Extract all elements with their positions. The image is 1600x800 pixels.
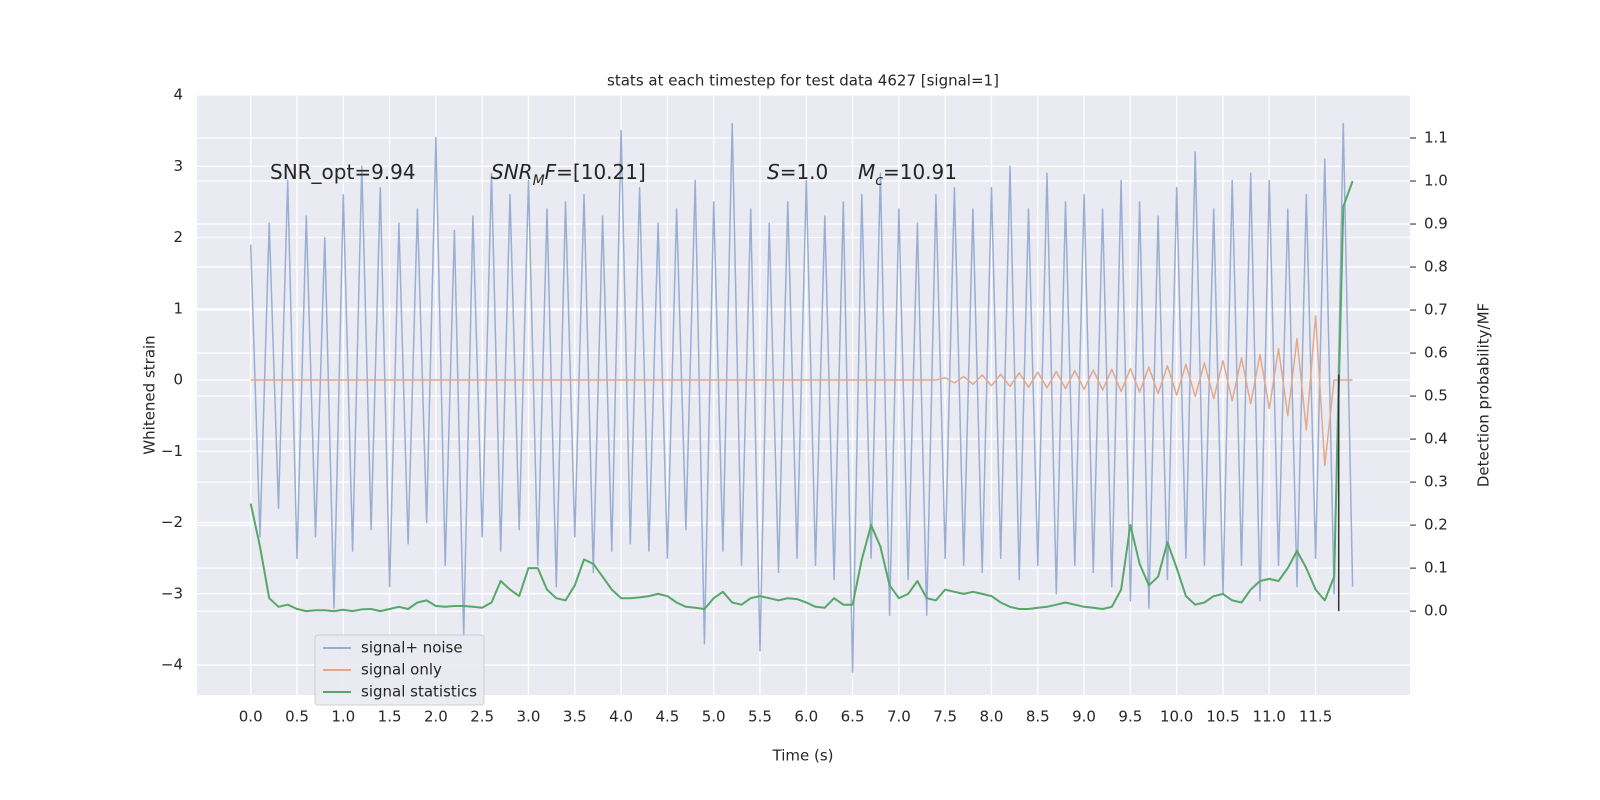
y-tick-label: 0 xyxy=(173,371,183,389)
y-axis-label: Whitened strain xyxy=(141,335,159,454)
x-tick-label: 10.0 xyxy=(1160,708,1193,726)
y2-tick-label: 0.0 xyxy=(1424,602,1448,620)
y2-tick-label: 0.3 xyxy=(1424,473,1448,491)
x-tick-label: 8.0 xyxy=(980,708,1004,726)
y2-tick-label: 0.1 xyxy=(1424,559,1448,577)
x-tick-label: 6.0 xyxy=(794,708,818,726)
series-line xyxy=(249,122,1354,673)
x-tick-label: 9.0 xyxy=(1072,708,1096,726)
x-tick-label: 1.5 xyxy=(378,708,402,726)
annotation-part: SNR xyxy=(491,160,533,184)
x-tick-label: 11.5 xyxy=(1299,708,1332,726)
annotation-part: F xyxy=(545,160,557,184)
x-tick-label: 8.5 xyxy=(1026,708,1050,726)
annotation: Mc=10.91 xyxy=(858,160,957,190)
y-tick-label: −2 xyxy=(161,513,183,531)
annotation-part: M xyxy=(858,160,875,184)
x-tick-label: 10.5 xyxy=(1206,708,1239,726)
y-tick-label: 1 xyxy=(173,299,183,317)
y2-axis-label: Detection probability/MF xyxy=(1475,303,1493,487)
legend-label: signal+ noise xyxy=(361,639,463,657)
x-tick-label: 0.0 xyxy=(239,708,263,726)
annotation-part: M xyxy=(533,173,545,189)
x-axis-label: Time (s) xyxy=(772,747,834,765)
plot-background xyxy=(197,95,1410,695)
x-tick-label: 3.5 xyxy=(563,708,587,726)
y2-tick-label: 1.0 xyxy=(1424,172,1448,190)
annotation-part: SNR_opt=9.94 xyxy=(270,160,416,184)
y2-tick-label: 0.2 xyxy=(1424,516,1448,534)
series-line xyxy=(250,315,1353,467)
annotation-part: S xyxy=(767,160,780,184)
legend-label: signal only xyxy=(361,661,442,679)
x-tick-label: 5.5 xyxy=(748,708,772,726)
legend-box xyxy=(314,634,485,706)
x-tick-label: 9.5 xyxy=(1118,708,1142,726)
legend-label: signal statistics xyxy=(361,683,477,701)
y-tick-label: 2 xyxy=(173,228,183,246)
annotation: S=1.0 xyxy=(767,160,828,184)
x-tick-label: 0.5 xyxy=(285,708,309,726)
y2-tick-label: 1.1 xyxy=(1424,129,1448,147)
x-tick-label: 11.0 xyxy=(1253,708,1286,726)
y2-tick-label: 0.7 xyxy=(1424,301,1448,319)
x-tick-label: 4.5 xyxy=(655,708,679,726)
y-tick-label: 3 xyxy=(173,157,183,175)
x-tick-label: 4.0 xyxy=(609,708,633,726)
x-tick-label: 1.0 xyxy=(331,708,355,726)
annotation-part: =1.0 xyxy=(780,160,829,184)
x-tick-label: 3.0 xyxy=(517,708,541,726)
x-tick-label: 7.5 xyxy=(933,708,957,726)
annotation-part: c xyxy=(875,173,883,189)
y2-tick-label: 0.8 xyxy=(1424,258,1448,276)
series-line xyxy=(249,180,1354,613)
x-tick-label: 2.5 xyxy=(470,708,494,726)
annotation-part: =[10.21] xyxy=(556,160,646,184)
annotation: SNR_opt=9.94 xyxy=(270,160,416,184)
x-tick-label: 2.0 xyxy=(424,708,448,726)
annotation-part: =10.91 xyxy=(883,160,957,184)
x-tick-label: 7.0 xyxy=(887,708,911,726)
x-tick-label: 6.5 xyxy=(841,708,865,726)
chart-title: stats at each timestep for test data 462… xyxy=(607,72,999,90)
legend: signal+ noise signal only signal statistic… xyxy=(314,634,485,706)
y-tick-label: −3 xyxy=(161,584,183,602)
y-tick-label: −4 xyxy=(161,656,183,674)
y2-tick-label: 0.9 xyxy=(1424,215,1448,233)
y2-tick-label: 0.5 xyxy=(1424,387,1448,405)
y2-tick-label: 0.4 xyxy=(1424,430,1448,448)
x-tick-label: 5.0 xyxy=(702,708,726,726)
y-tick-label: 4 xyxy=(173,86,183,104)
y2-tick-label: 0.6 xyxy=(1424,344,1448,362)
annotation: SNRMF=[10.21] xyxy=(491,160,646,190)
y-tick-label: −1 xyxy=(161,442,183,460)
